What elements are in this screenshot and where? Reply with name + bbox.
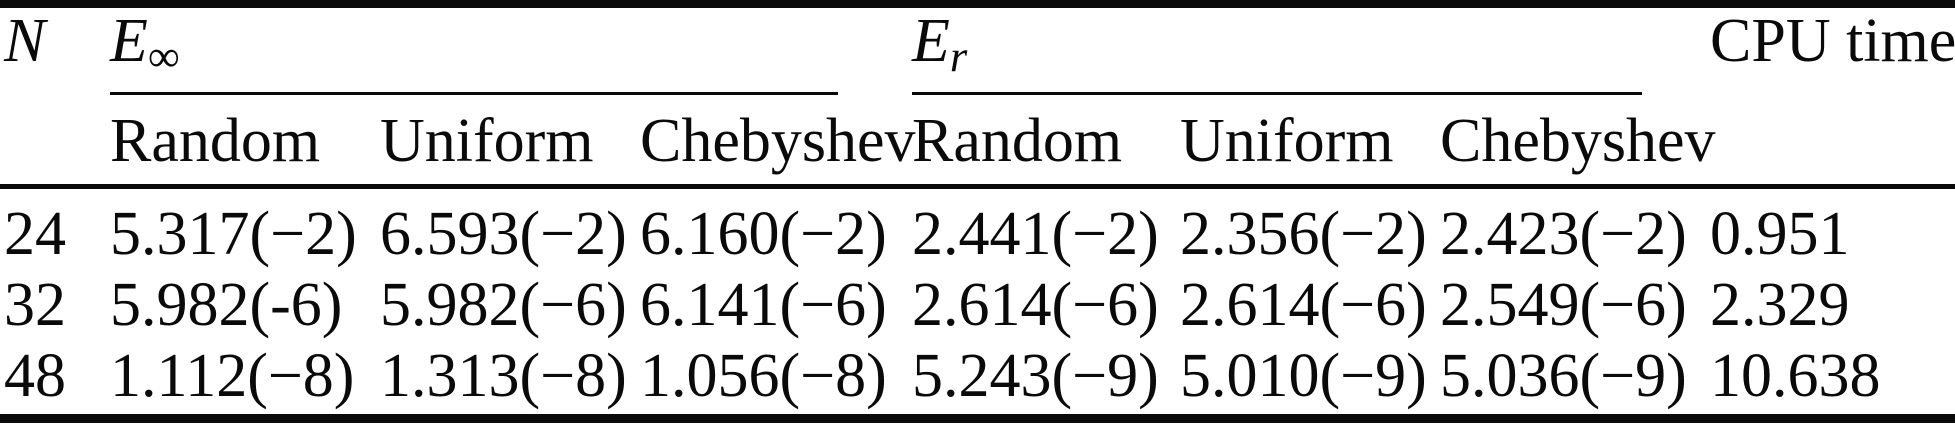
group-header-e-inf: E∞ bbox=[110, 7, 180, 81]
table-cell-cpu: 10.638 bbox=[1710, 342, 1881, 410]
row-n-value: 24 bbox=[4, 200, 66, 268]
table-cell-cpu: 2.329 bbox=[1710, 271, 1850, 339]
column-header-n: N bbox=[4, 7, 46, 75]
table-cell: 2.423(−2) bbox=[1440, 200, 1687, 268]
infinity-subscript: ∞ bbox=[147, 30, 180, 81]
table-cell: 6.160(−2) bbox=[640, 200, 887, 268]
r-subscript: r bbox=[949, 30, 968, 81]
row-n-value: 32 bbox=[4, 271, 66, 339]
table-cell: 5.010(−9) bbox=[1180, 342, 1427, 410]
table-cell: 5.982(−6) bbox=[380, 271, 627, 339]
table-cell: 2.441(−2) bbox=[912, 200, 1159, 268]
table-cell: 5.243(−9) bbox=[912, 342, 1159, 410]
subheader-e-inf-random: Random bbox=[110, 107, 321, 175]
table-cell: 2.614(−6) bbox=[1180, 271, 1427, 339]
table-cell: 2.614(−6) bbox=[912, 271, 1159, 339]
table-cell: 2.549(−6) bbox=[1440, 271, 1687, 339]
subheader-e-inf-chebyshev: Chebyshev bbox=[640, 107, 916, 175]
group-header-e-r: Er bbox=[912, 7, 968, 81]
table-cell: 5.317(−2) bbox=[110, 200, 357, 268]
subheader-e-r-random: Random bbox=[912, 107, 1123, 175]
group-rule-e-r bbox=[912, 92, 1642, 95]
row-n-value: 48 bbox=[4, 342, 66, 410]
table-rule-header-bottom bbox=[0, 184, 1955, 189]
table-cell: 5.036(−9) bbox=[1440, 342, 1687, 410]
table-cell: 6.593(−2) bbox=[380, 200, 627, 268]
table-cell: 6.141(−6) bbox=[640, 271, 887, 339]
table-cell: 2.356(−2) bbox=[1180, 200, 1427, 268]
table-cell: 1.056(−8) bbox=[640, 342, 887, 410]
table-rule-top bbox=[0, 0, 1955, 8]
subheader-e-inf-uniform: Uniform bbox=[380, 107, 594, 175]
table-rule-bottom bbox=[0, 414, 1955, 423]
subheader-e-r-uniform: Uniform bbox=[1180, 107, 1394, 175]
subheader-e-r-chebyshev: Chebyshev bbox=[1440, 107, 1716, 175]
column-header-cpu-time: CPU time bbox=[1710, 7, 1955, 75]
table-cell: 1.313(−8) bbox=[380, 342, 627, 410]
table-cell-cpu: 0.951 bbox=[1710, 200, 1850, 268]
group-rule-e-inf bbox=[110, 92, 838, 95]
table-cell: 1.112(−8) bbox=[110, 342, 355, 410]
table-cell: 5.982(-6) bbox=[110, 271, 343, 339]
